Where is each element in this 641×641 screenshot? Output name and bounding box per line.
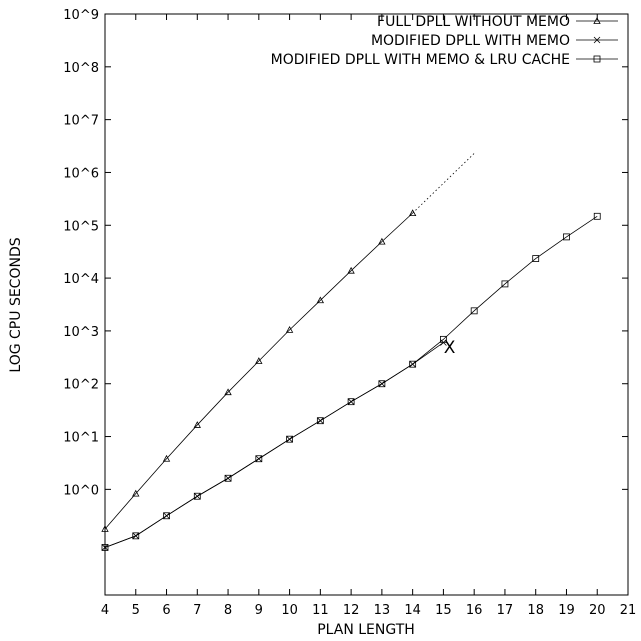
triangle-marker bbox=[593, 17, 601, 24]
x-tick-label: 19 bbox=[558, 603, 575, 618]
y-axis-label: LOG CPU SECONDS bbox=[8, 237, 24, 372]
series-line-0 bbox=[104, 212, 413, 530]
y-tick-label: 10^1 bbox=[63, 431, 99, 446]
series-markers-0 bbox=[101, 209, 417, 532]
x-tick-label: 17 bbox=[497, 603, 514, 618]
square-marker bbox=[378, 380, 386, 388]
x-tick-label: 6 bbox=[162, 603, 170, 618]
square-marker bbox=[440, 335, 447, 343]
square-marker bbox=[532, 255, 540, 262]
square-marker bbox=[286, 435, 293, 443]
square-marker bbox=[347, 398, 355, 406]
square-marker bbox=[409, 360, 417, 368]
x-tick-label: 7 bbox=[193, 603, 201, 618]
x-tick-label: 11 bbox=[312, 603, 329, 618]
x-tick-label: 18 bbox=[527, 603, 544, 618]
annotation-label: X bbox=[444, 338, 456, 358]
cross-marker bbox=[593, 36, 601, 44]
series-layer bbox=[101, 153, 601, 551]
triangle-marker bbox=[408, 209, 417, 217]
y-axis-ticks: 10^0 10^1 10^2 10^3 10^4 10^5 10^6 10^7 10^8 10^9 bbox=[63, 8, 628, 498]
series-markers-2 bbox=[101, 339, 447, 551]
x-tick-label: 8 bbox=[224, 603, 232, 618]
y-tick-label: 10^7 bbox=[63, 114, 99, 129]
x-tick-label: 12 bbox=[343, 603, 360, 618]
square-marker bbox=[255, 455, 263, 463]
square-marker bbox=[132, 532, 140, 540]
square-marker bbox=[563, 233, 570, 241]
plot-frame bbox=[104, 13, 629, 596]
legend-label: FULL DPLL WITHOUT MEMO bbox=[377, 14, 570, 30]
triangle-marker bbox=[132, 489, 140, 497]
square-marker bbox=[501, 280, 509, 288]
triangle-marker bbox=[162, 454, 171, 462]
x-tick-label: 16 bbox=[466, 603, 483, 618]
legend-label: MODIFIED DPLL WITH MEMO bbox=[371, 33, 570, 49]
square-marker bbox=[316, 417, 324, 425]
triangle-marker bbox=[255, 357, 263, 364]
y-tick-label: 10^2 bbox=[63, 378, 99, 393]
triangle-marker bbox=[347, 266, 355, 274]
square-marker bbox=[470, 307, 478, 315]
y-tick-label: 10^4 bbox=[63, 272, 99, 287]
x-axis-label: PLAN LENGTH bbox=[317, 622, 415, 638]
x-tick-label: 20 bbox=[589, 603, 606, 618]
triangle-marker bbox=[378, 237, 386, 245]
series-line-2 bbox=[104, 342, 444, 548]
square-marker bbox=[224, 474, 232, 482]
triangle-marker bbox=[224, 388, 232, 396]
cross-stroke bbox=[593, 36, 601, 44]
annotation-layer: X bbox=[444, 338, 456, 358]
x-axis-ticks: 4 5 6 7 8 9 10 11 12 13 14 15 16 17 18 19 20 21 bbox=[101, 14, 636, 618]
x-tick-label: 15 bbox=[435, 603, 452, 618]
square-marker bbox=[593, 212, 601, 220]
series-line-3 bbox=[104, 215, 598, 548]
square-marker bbox=[101, 544, 109, 551]
x-tick-label: 5 bbox=[132, 603, 140, 618]
triangle-marker bbox=[101, 525, 109, 532]
square-marker bbox=[593, 55, 601, 63]
y-tick-label: 10^0 bbox=[63, 483, 99, 498]
x-tick-label: 4 bbox=[101, 603, 109, 618]
x-tick-label: 21 bbox=[620, 603, 637, 618]
square-marker bbox=[193, 492, 201, 500]
x-tick-label: 10 bbox=[281, 603, 298, 618]
triangle-marker bbox=[285, 326, 294, 333]
triangle-marker bbox=[193, 421, 201, 428]
y-tick-label: 10^8 bbox=[63, 61, 99, 76]
x-tick-label: 13 bbox=[374, 603, 391, 618]
series-line-1 bbox=[412, 153, 475, 214]
legend-label: MODIFIED DPLL WITH MEMO & LRU CACHE bbox=[271, 52, 570, 68]
y-tick-label: 10^9 bbox=[63, 8, 99, 23]
y-tick-label: 10^6 bbox=[63, 166, 99, 181]
x-tick-label: 9 bbox=[255, 603, 263, 618]
series-markers-3 bbox=[101, 212, 601, 551]
x-tick-label: 14 bbox=[404, 603, 421, 618]
square-marker bbox=[163, 512, 170, 520]
triangle-marker bbox=[316, 296, 325, 304]
y-tick-label: 10^5 bbox=[63, 219, 99, 234]
y-tick-label: 10^3 bbox=[63, 325, 99, 340]
legend: FULL DPLL WITHOUT MEMO MODIFIED DPLL WITH… bbox=[271, 14, 618, 68]
